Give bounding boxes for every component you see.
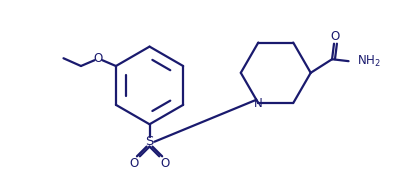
Text: S: S	[145, 135, 153, 148]
Text: O: O	[160, 157, 169, 170]
Text: N: N	[253, 97, 262, 110]
Text: O: O	[129, 157, 138, 170]
Text: O: O	[93, 52, 103, 65]
Text: O: O	[330, 30, 339, 43]
Text: NH$_2$: NH$_2$	[356, 54, 380, 69]
